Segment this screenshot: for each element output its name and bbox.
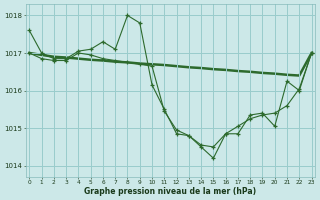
X-axis label: Graphe pression niveau de la mer (hPa): Graphe pression niveau de la mer (hPa) [84,187,257,196]
